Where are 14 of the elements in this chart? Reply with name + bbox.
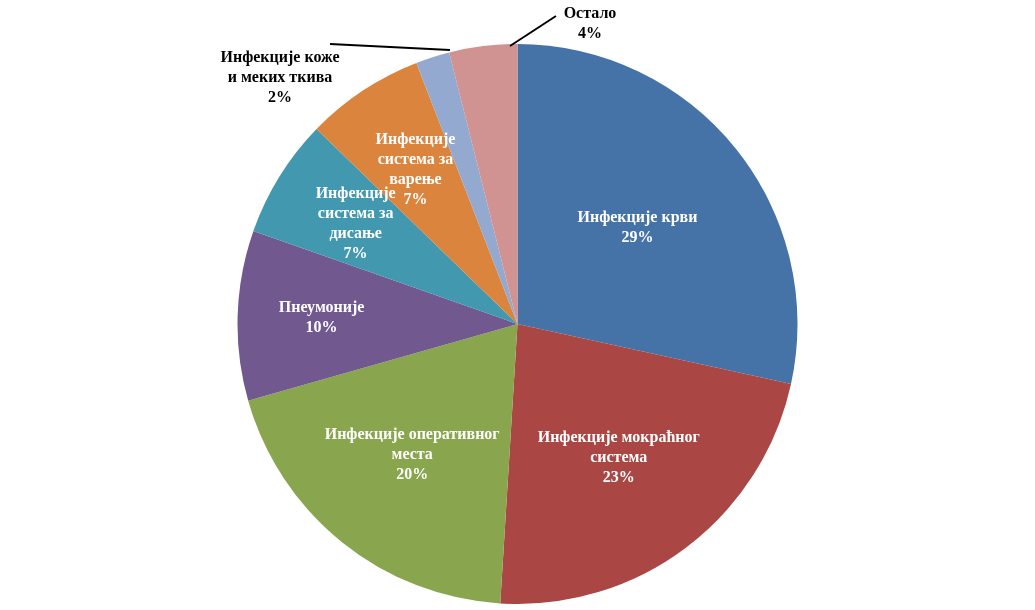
slice-label: Инфекције крви	[577, 207, 698, 226]
data-label: 10%	[305, 318, 338, 336]
data-label: 2%	[268, 88, 292, 106]
slice-label: Остало	[563, 4, 617, 22]
data-label: 7%	[343, 243, 368, 261]
data-label: 23%	[602, 468, 635, 486]
data-label: 29%	[621, 227, 654, 245]
data-label: 4%	[578, 24, 602, 42]
slice-label: Пнеумоније	[278, 298, 365, 317]
slice-label: Инфекције мокраћног система	[537, 428, 700, 466]
data-label: 20%	[396, 465, 429, 483]
data-label: 7%	[403, 190, 428, 208]
slice-label: Инфекције оперативног места	[324, 425, 500, 463]
slice-label: Инфекције коже и меких ткива	[220, 48, 340, 86]
